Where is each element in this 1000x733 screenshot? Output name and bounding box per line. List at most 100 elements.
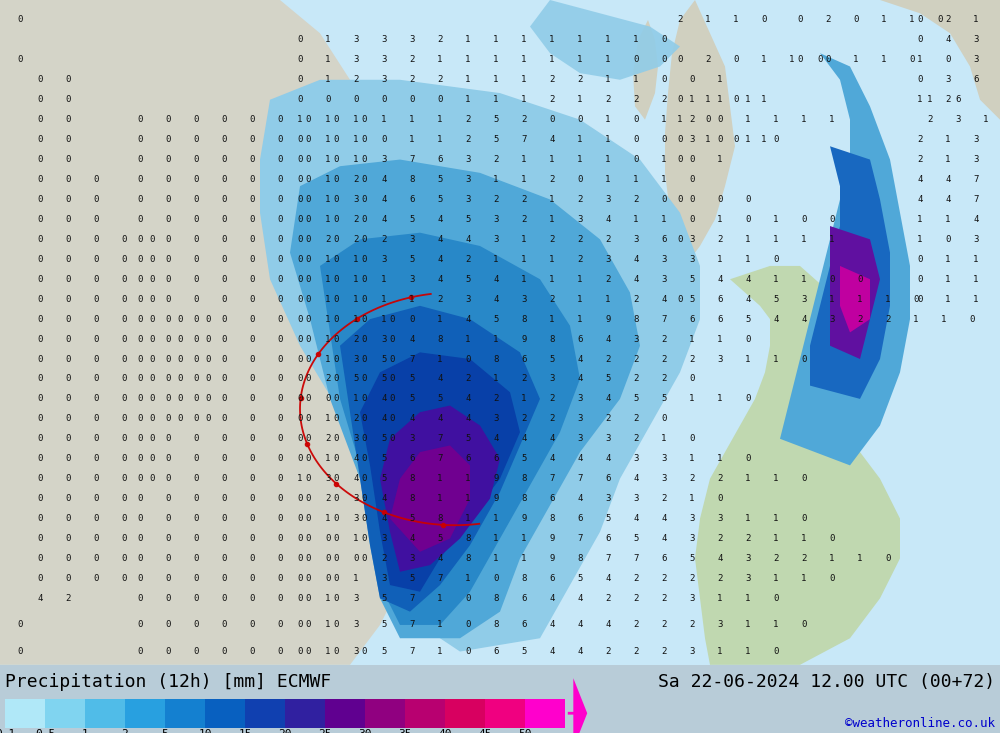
Text: 3: 3 (381, 334, 387, 344)
Text: 0: 0 (853, 15, 859, 24)
Text: 0: 0 (249, 594, 255, 603)
Text: 6: 6 (465, 454, 471, 463)
Text: 0: 0 (137, 474, 143, 483)
Text: 0: 0 (121, 574, 127, 583)
Text: 3: 3 (689, 514, 695, 523)
Text: 0: 0 (37, 434, 43, 443)
Text: 1: 1 (801, 574, 807, 583)
Text: 5: 5 (437, 195, 443, 204)
Text: 1: 1 (437, 55, 443, 65)
Text: 0: 0 (221, 514, 227, 523)
Text: 0: 0 (361, 394, 367, 403)
Text: 0: 0 (221, 195, 227, 204)
Text: 1: 1 (465, 474, 471, 483)
Text: 0: 0 (277, 647, 283, 656)
Text: 0: 0 (221, 434, 227, 443)
Text: 0: 0 (305, 355, 311, 364)
Text: 1: 1 (493, 35, 499, 45)
Text: 0: 0 (37, 255, 43, 264)
Text: 1: 1 (661, 215, 667, 224)
Text: 0: 0 (149, 375, 155, 383)
Text: 2: 2 (465, 255, 471, 264)
Text: 0: 0 (137, 394, 143, 403)
Text: 3: 3 (661, 255, 667, 264)
Text: 0: 0 (193, 494, 199, 503)
Text: 0: 0 (677, 155, 683, 164)
Text: 0: 0 (297, 135, 303, 144)
Text: 1: 1 (493, 95, 499, 104)
Text: 1: 1 (297, 474, 303, 483)
Text: 1: 1 (521, 55, 527, 65)
Text: 4: 4 (521, 434, 527, 443)
Text: 1: 1 (325, 55, 331, 65)
Text: 3: 3 (493, 414, 499, 424)
Text: 4: 4 (409, 414, 415, 424)
Text: 1: 1 (465, 35, 471, 45)
Text: 0: 0 (297, 454, 303, 463)
Text: 0: 0 (137, 574, 143, 583)
Text: 3: 3 (521, 295, 527, 303)
Text: 2: 2 (605, 355, 611, 364)
Text: 0: 0 (165, 394, 171, 403)
Text: 1: 1 (605, 135, 611, 144)
Text: 2: 2 (437, 75, 443, 84)
Text: 5: 5 (437, 534, 443, 543)
Text: 0: 0 (165, 195, 171, 204)
Text: 0: 0 (333, 155, 339, 164)
Text: 1: 1 (689, 494, 695, 503)
Text: 3: 3 (353, 434, 359, 443)
Text: 0: 0 (773, 135, 779, 144)
Text: 0: 0 (677, 55, 683, 65)
Text: 2: 2 (409, 55, 415, 65)
Text: 4: 4 (717, 275, 723, 284)
Text: 0: 0 (37, 195, 43, 204)
Text: 0: 0 (65, 414, 71, 424)
Text: 4: 4 (381, 514, 387, 523)
Text: 1: 1 (325, 195, 331, 204)
Text: 3: 3 (689, 135, 695, 144)
Text: 0: 0 (221, 295, 227, 303)
Text: 1: 1 (633, 175, 639, 184)
Text: 0: 0 (389, 334, 395, 344)
Text: 5: 5 (661, 394, 667, 403)
Text: 6: 6 (577, 334, 583, 344)
Text: 0: 0 (277, 155, 283, 164)
Text: 4: 4 (493, 295, 499, 303)
Text: 0: 0 (37, 534, 43, 543)
Text: 2: 2 (493, 195, 499, 204)
Text: 4: 4 (493, 434, 499, 443)
Text: 0: 0 (121, 394, 127, 403)
Text: 1: 1 (381, 275, 387, 284)
Text: 8: 8 (437, 514, 443, 523)
Text: 4: 4 (577, 355, 583, 364)
Text: 0: 0 (361, 314, 367, 323)
Text: 0: 0 (37, 414, 43, 424)
Text: 0: 0 (333, 647, 339, 656)
Text: 0: 0 (389, 375, 395, 383)
Text: 1: 1 (521, 554, 527, 563)
Bar (205, 699, 245, 728)
Text: 4: 4 (549, 454, 555, 463)
Text: 1: 1 (705, 15, 711, 24)
Text: 0: 0 (165, 334, 171, 344)
Text: 1: 1 (945, 295, 951, 303)
Bar (45, 699, 85, 728)
Text: 2: 2 (381, 235, 387, 244)
Text: 1: 1 (465, 75, 471, 84)
Text: 1: 1 (577, 155, 583, 164)
Text: 0: 0 (325, 95, 331, 104)
Text: 0: 0 (205, 334, 211, 344)
Text: 4: 4 (437, 554, 443, 563)
Text: 2: 2 (605, 647, 611, 656)
Text: 0: 0 (717, 135, 723, 144)
Text: 1: 1 (761, 55, 767, 65)
Text: 0: 0 (689, 375, 695, 383)
Text: 0: 0 (137, 255, 143, 264)
Text: 2: 2 (465, 115, 471, 124)
Text: 0: 0 (677, 195, 683, 204)
Text: 1: 1 (745, 255, 751, 264)
Text: 0: 0 (193, 334, 199, 344)
Text: 3: 3 (353, 514, 359, 523)
Text: 0: 0 (121, 474, 127, 483)
Text: 6: 6 (409, 195, 415, 204)
